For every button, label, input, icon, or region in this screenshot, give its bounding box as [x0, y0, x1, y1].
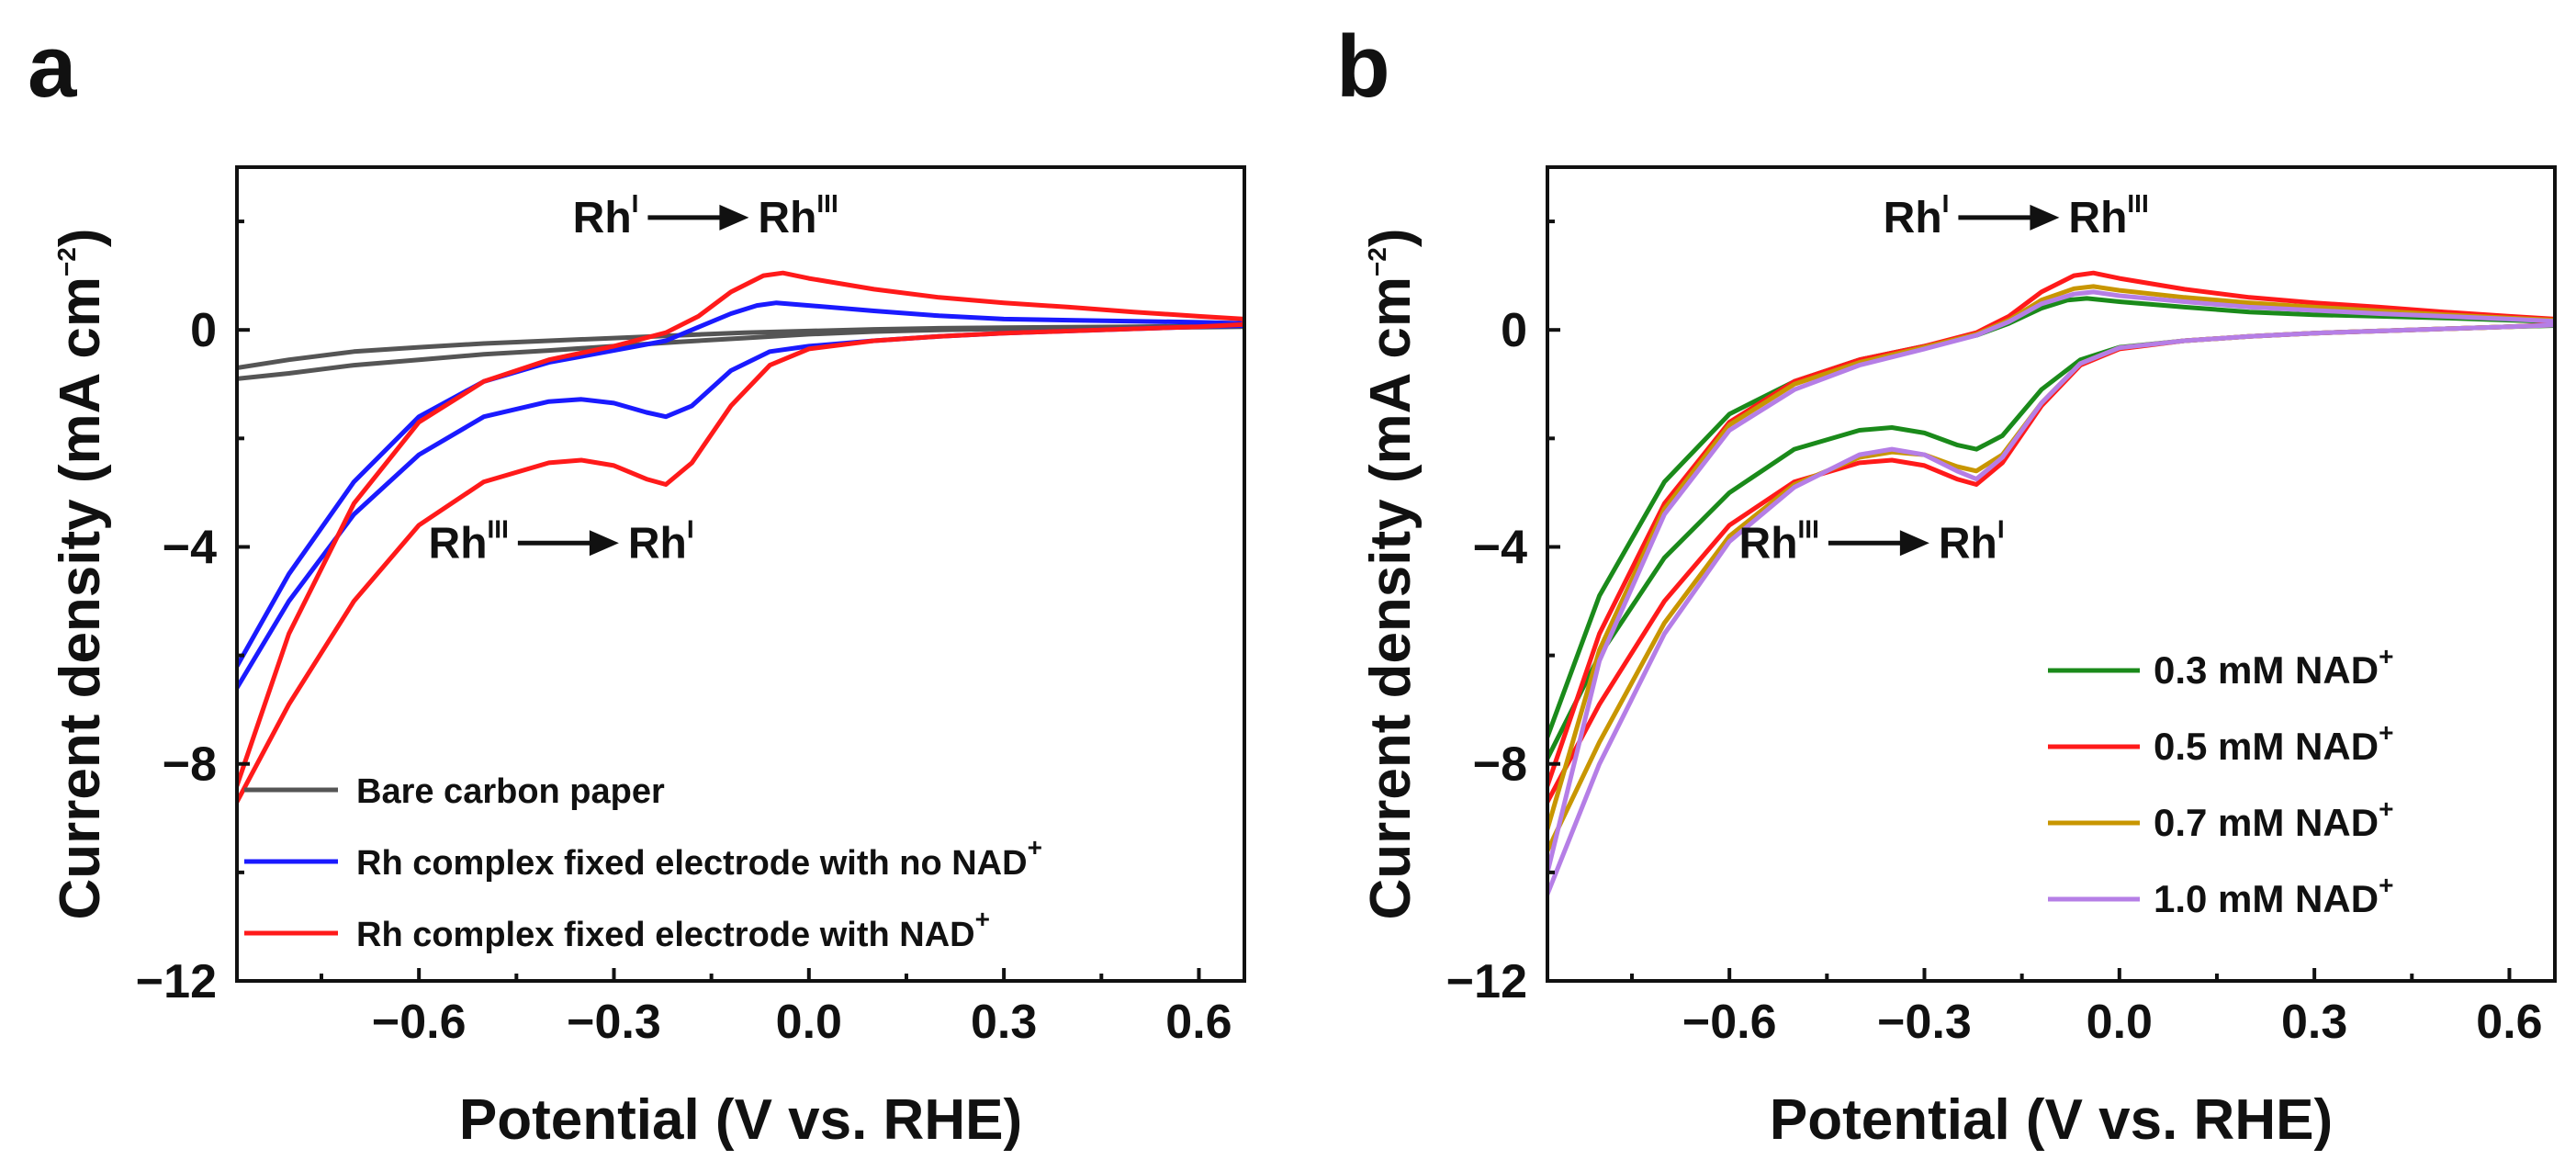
plot-frame	[235, 165, 1246, 983]
y-tick-label: −12	[136, 955, 217, 1008]
y-tick-label: −4	[163, 521, 217, 574]
legend-label-0: Bare carbon paper	[356, 772, 665, 811]
x-tick-label: −0.6	[372, 996, 467, 1049]
annotation-arrow-head	[719, 204, 749, 231]
x-tick-label: −0.6	[1682, 996, 1777, 1049]
series-line-0	[237, 323, 1244, 381]
legend: 0.3 mM NAD+ 0.5 mM NAD+ 0.7 mM NAD+ 1.0 mM …	[2048, 642, 2393, 920]
panel-letter: a	[28, 17, 77, 116]
annotation-to: RhI	[1939, 514, 2005, 568]
annotation-from: RhI	[573, 189, 639, 242]
annotation-from: RhI	[1884, 189, 1950, 242]
y-tick-label: −8	[163, 738, 217, 792]
annotation-0: RhI RhIII	[1884, 189, 2149, 242]
series-line-3	[1547, 289, 2555, 896]
annotation-1: RhIII RhI	[429, 514, 694, 568]
x-tick-label: 0.3	[2281, 996, 2347, 1049]
series-line-2	[237, 270, 1244, 805]
y-tick-label: −12	[1446, 955, 1527, 1008]
annotation-to: RhIII	[758, 189, 838, 242]
legend-label-1: 0.5 mM NAD+	[2154, 718, 2393, 768]
legend-label-1: Rh complex fixed electrode with no NAD+	[356, 833, 1042, 883]
annotation-from: RhIII	[429, 514, 509, 568]
panel-a: a −0.6 −0.3 0.0 0.3 0.6 −12 −8 −4 0 Potential (V v…	[28, 17, 1246, 1152]
series-line-2	[1547, 284, 2555, 853]
x-tick-label: −0.3	[567, 996, 661, 1049]
y-tick-label: 0	[190, 304, 217, 357]
x-tick-label: 0.0	[776, 996, 842, 1049]
series-line-0	[1547, 296, 2555, 761]
x-tick-label: 0.3	[971, 996, 1037, 1049]
x-tick-label: −0.3	[1877, 996, 1972, 1049]
x-tick-label: 0.6	[2476, 996, 2542, 1049]
legend-label-2: Rh complex fixed electrode with NAD+	[356, 905, 990, 954]
plot-frame	[1546, 165, 2557, 983]
y-tick-label: −8	[1473, 738, 1527, 792]
series-group	[1547, 270, 2555, 896]
panel-letter: b	[1336, 17, 1390, 116]
x-axis-title: Potential (V vs. RHE)	[459, 1088, 1022, 1152]
y-axis-title: Current density (mA cm−2)	[1359, 228, 1423, 919]
legend-label-0: 0.3 mM NAD+	[2154, 642, 2393, 692]
annotation-from: RhIII	[1739, 514, 1819, 568]
annotation-1: RhIII RhI	[1739, 514, 2005, 568]
y-axis-title: Current density (mA cm−2)	[49, 228, 112, 919]
annotation-to: RhI	[628, 514, 694, 568]
annotation-to: RhIII	[2068, 189, 2148, 242]
y-tick-label: 0	[1501, 304, 1527, 357]
annotation-arrow-head	[1899, 530, 1929, 557]
annotation-0: RhI RhIII	[573, 189, 838, 242]
series-line-1	[237, 300, 1244, 691]
x-tick-label: 0.0	[2087, 996, 2153, 1049]
x-axis-title: Potential (V vs. RHE)	[1770, 1088, 2333, 1152]
y-tick-label: −4	[1473, 521, 1527, 574]
annotation-arrow-head	[2030, 204, 2060, 231]
panel-b: b −0.6 −0.3 0.0 0.3 0.6 −12 −8 −4 0 Potential (V v…	[1336, 17, 2557, 1152]
series-line-1	[1547, 270, 2555, 805]
series-group	[237, 270, 1244, 805]
legend: Bare carbon paper Rh complex fixed electr…	[244, 772, 1042, 954]
legend-label-3: 1.0 mM NAD+	[2154, 871, 2393, 920]
x-tick-label: 0.6	[1165, 996, 1232, 1049]
legend-label-2: 0.7 mM NAD+	[2154, 794, 2393, 844]
annotation-arrow-head	[589, 530, 619, 557]
